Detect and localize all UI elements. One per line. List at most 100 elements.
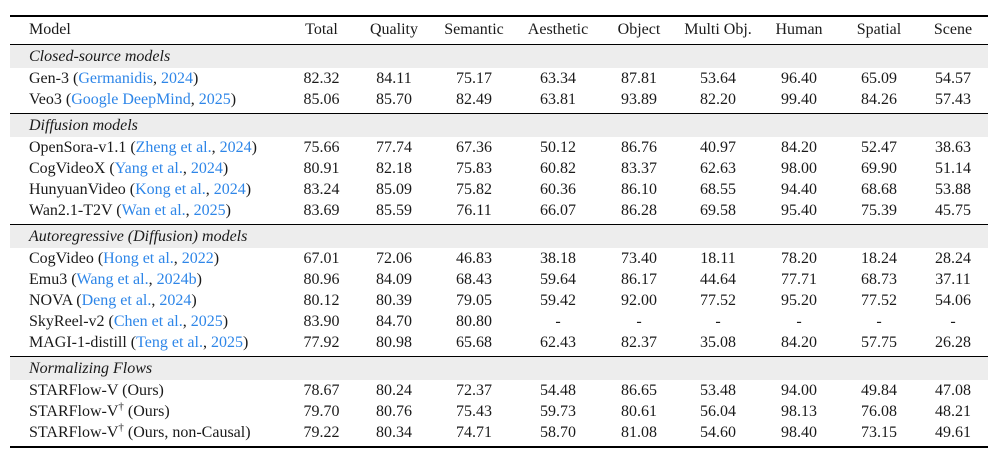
value-cell-object: 86.17 — [621, 271, 657, 288]
citation-year-link[interactable]: 2022 — [181, 250, 214, 267]
value-cell-aesthetic: 66.07 — [540, 202, 576, 219]
citation-author-link[interactable]: Yang et al. — [114, 160, 183, 177]
section-diffusion-models: Diffusion models OpenSora-v1.1 (Zheng et … — [10, 113, 988, 225]
value-cell-aesthetic: 59.73 — [540, 403, 576, 420]
table-row: SkyReel-v2 (Chen et al., 2025) 83.90 84.70… — [10, 311, 988, 332]
model-name: HunyuanVideo — [29, 181, 126, 198]
value-cell-object: 93.89 — [621, 91, 657, 108]
value-cell-quality: 85.70 — [376, 91, 412, 108]
value-cell-scene: 48.21 — [935, 403, 971, 420]
citation-year-link[interactable]: 2025 — [210, 334, 243, 351]
column-header-object: Object — [617, 21, 661, 38]
value-cell-object: 81.08 — [621, 424, 657, 441]
value-cell-semantic: 72.37 — [456, 382, 492, 399]
section-label-row: Diffusion models — [10, 113, 988, 137]
value-cell-semantic: 76.11 — [456, 202, 492, 219]
model-cell: MAGI-1-distill (Teng et al., 2025) — [29, 334, 249, 351]
section-normalizing-flows: Normalizing Flows STARFlow-V (Ours) 78.67 8… — [10, 356, 988, 448]
model-cell: CogVideo (Hong et al., 2022) — [29, 250, 220, 267]
value-cell-spatial: 76.08 — [861, 403, 897, 420]
value-cell-multi-obj: 18.11 — [700, 250, 736, 267]
citation-year-link[interactable]: 2024 — [219, 139, 252, 156]
value-cell-aesthetic: 54.48 — [540, 382, 576, 399]
column-header-aesthetic: Aesthetic — [527, 21, 589, 38]
value-cell-object: 73.40 — [621, 250, 657, 267]
citation-author-link[interactable]: Deng et al. — [81, 292, 152, 309]
value-cell-aesthetic: 60.36 — [540, 181, 576, 198]
value-cell-object: - — [636, 313, 642, 330]
value-cell-quality: 80.34 — [376, 424, 412, 441]
value-cell-scene: 28.24 — [935, 250, 971, 267]
value-cell-quality: 77.74 — [376, 139, 412, 156]
value-cell-total: 79.70 — [303, 403, 340, 420]
value-cell-scene: 54.06 — [935, 292, 971, 309]
value-cell-semantic: 68.43 — [456, 271, 492, 288]
model-note: Ours — [133, 403, 165, 420]
value-cell-object: 83.37 — [621, 160, 657, 177]
value-cell-human: 98.13 — [781, 403, 817, 420]
value-cell-semantic: 82.49 — [456, 91, 492, 108]
section-label: Normalizing Flows — [10, 356, 988, 380]
citation-author-link[interactable]: Germanidis — [78, 70, 153, 87]
value-cell-multi-obj: 68.55 — [700, 181, 736, 198]
value-cell-multi-obj: 44.64 — [700, 271, 736, 288]
value-cell-scene: 49.61 — [935, 424, 971, 441]
citation-year-link[interactable]: 2024 — [159, 292, 192, 309]
citation-author-link[interactable]: Wan et al. — [121, 202, 186, 219]
table-row: CogVideo (Hong et al., 2022) 67.01 72.06 46… — [10, 248, 988, 269]
table-row: Emu3 (Wang et al., 2024b) 80.96 84.09 68.43… — [10, 269, 988, 290]
value-cell-total: 83.24 — [303, 181, 340, 198]
value-cell-total: 83.90 — [303, 313, 340, 330]
citation-author-link[interactable]: Wang et al. — [76, 271, 149, 288]
value-cell-human: 96.40 — [781, 70, 817, 87]
value-cell-multi-obj: 62.63 — [700, 160, 736, 177]
table-row: STARFlow-V† (Ours, non-Causal) 79.22 80.34… — [10, 422, 988, 447]
value-cell-total: 78.67 — [303, 382, 340, 399]
citation-year-link[interactable]: 2025 — [198, 91, 231, 108]
value-cell-scene: 37.11 — [935, 271, 971, 288]
citation-author-link[interactable]: Teng et al. — [136, 334, 203, 351]
citation-author-link[interactable]: Zheng et al. — [135, 139, 212, 156]
value-cell-quality: 80.76 — [376, 403, 412, 420]
model-name: Veo3 — [29, 91, 62, 108]
value-cell-scene: 47.08 — [935, 382, 971, 399]
citation-year-link[interactable]: 2024b — [156, 271, 197, 288]
citation-year-link[interactable]: 2025 — [190, 313, 223, 330]
table-row: NOVA (Deng et al., 2024) 80.12 80.39 79.05 5… — [10, 290, 988, 311]
column-header-quality: Quality — [370, 21, 418, 38]
value-cell-quality: 80.98 — [376, 334, 412, 351]
value-cell-semantic: 46.83 — [456, 250, 492, 267]
citation-author-link[interactable]: Hong et al. — [103, 250, 174, 267]
value-cell-human: 95.40 — [781, 202, 817, 219]
citation-year-link[interactable]: 2025 — [193, 202, 226, 219]
value-cell-human: 78.20 — [781, 250, 817, 267]
value-cell-aesthetic: 58.70 — [540, 424, 576, 441]
value-cell-object: 92.00 — [621, 292, 657, 309]
model-name: STARFlow-V — [29, 424, 119, 441]
model-name: CogVideo — [29, 250, 94, 267]
value-cell-total: 75.66 — [303, 139, 340, 156]
value-cell-semantic: 80.80 — [456, 313, 492, 330]
value-cell-spatial: 73.15 — [861, 424, 897, 441]
citation-author-link[interactable]: Chen et al. — [113, 313, 183, 330]
section-label: Autoregressive (Diffusion) models — [10, 224, 988, 248]
citation-year-link[interactable]: 2024 — [160, 70, 193, 87]
value-cell-object: 86.76 — [621, 139, 657, 156]
column-header-multi-obj: Multi Obj. — [684, 21, 752, 38]
value-cell-semantic: 75.17 — [456, 70, 492, 87]
value-cell-spatial: 69.90 — [861, 160, 897, 177]
citation-author-link[interactable]: Google DeepMind — [71, 91, 191, 108]
citation-author-link[interactable]: Kong et al. — [135, 181, 206, 198]
value-cell-aesthetic: 59.42 — [540, 292, 576, 309]
value-cell-total: 80.91 — [303, 160, 340, 177]
value-cell-quality: 84.11 — [376, 70, 412, 87]
column-header-model: Model — [29, 21, 71, 38]
value-cell-aesthetic: 60.82 — [540, 160, 576, 177]
citation-year-link[interactable]: 2024 — [190, 160, 223, 177]
value-cell-spatial: 68.73 — [861, 271, 897, 288]
value-cell-aesthetic: 63.81 — [540, 91, 576, 108]
value-cell-multi-obj: 56.04 — [700, 403, 736, 420]
value-cell-total: 77.92 — [303, 334, 340, 351]
citation-year-link[interactable]: 2024 — [213, 181, 246, 198]
value-cell-object: 86.28 — [621, 202, 657, 219]
